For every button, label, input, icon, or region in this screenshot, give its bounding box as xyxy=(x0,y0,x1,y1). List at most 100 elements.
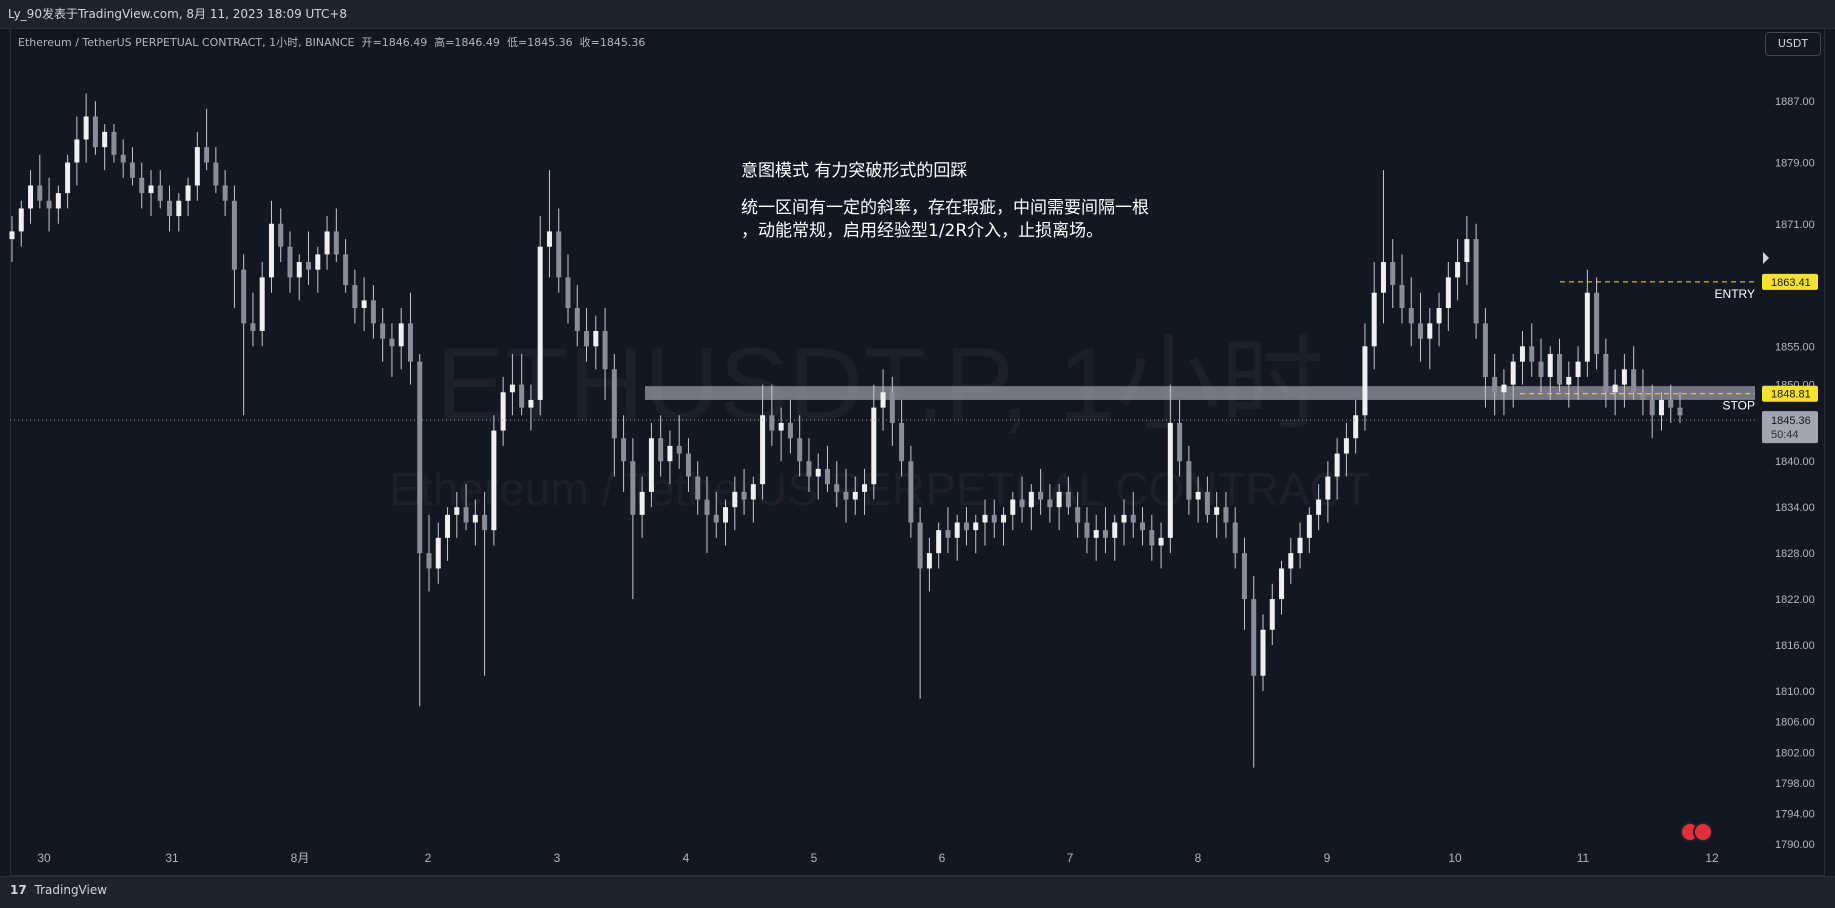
candle-body-180 xyxy=(1677,407,1683,416)
candle-body-127 xyxy=(1186,461,1192,500)
candle-body-160 xyxy=(1492,376,1498,393)
candle-body-90 xyxy=(843,491,849,500)
legend-close: 收=1845.36 xyxy=(579,36,646,49)
candle-body-32 xyxy=(306,262,312,270)
x-tick-label: 8月 xyxy=(291,851,310,865)
candle-body-130 xyxy=(1214,507,1220,515)
candle-body-86 xyxy=(806,461,812,477)
candle-body-29 xyxy=(278,223,284,247)
candle-body-97 xyxy=(908,461,914,523)
candle-body-74 xyxy=(695,476,701,500)
candle-body-114 xyxy=(1065,491,1071,508)
candle-body-47 xyxy=(445,514,451,538)
candle-body-102 xyxy=(954,522,960,538)
candle-body-26 xyxy=(250,323,256,331)
candle-body-44 xyxy=(417,361,423,554)
candle-body-119 xyxy=(1112,522,1118,538)
candle-body-46 xyxy=(435,537,441,569)
candle-body-59 xyxy=(556,231,562,278)
candle-body-169 xyxy=(1575,361,1581,377)
candle-body-81 xyxy=(760,415,766,485)
candle-body-16 xyxy=(157,185,163,201)
candle-body-150 xyxy=(1399,285,1405,309)
candle-body-112 xyxy=(1047,499,1053,508)
candle-body-138 xyxy=(1288,553,1294,569)
candle-body-83 xyxy=(778,422,784,431)
candle-body-31 xyxy=(296,262,302,278)
x-tick-label: 3 xyxy=(554,851,561,865)
candle-body-145 xyxy=(1353,415,1359,439)
y-tick-label: 1794.00 xyxy=(1775,809,1815,821)
candle-body-8 xyxy=(83,116,89,140)
candle-body-19 xyxy=(185,185,191,201)
candle-body-5 xyxy=(55,193,61,209)
stop-price-label-bg xyxy=(1762,385,1818,402)
candle-body-173 xyxy=(1612,384,1618,393)
x-tick-label: 9 xyxy=(1324,851,1331,865)
chart-frame[interactable] xyxy=(10,28,1825,876)
annotation-body: 统一区间有一定的斜率，存在瑕疵，中间需要间隔一根 ，动能常规，启用经验型1/2R… xyxy=(741,198,1149,241)
candle-body-58 xyxy=(546,231,552,247)
candle-body-66 xyxy=(621,438,627,462)
candle-body-4 xyxy=(46,200,52,209)
symbol-legend[interactable]: Ethereum / TetherUS PERPETUAL CONTRACT, … xyxy=(18,34,645,50)
candle-body-164 xyxy=(1529,346,1535,362)
stop-price-label: 1848.81 xyxy=(1771,389,1811,401)
time-axis[interactable]: 30 31 8月 2 3 4 5 6 7 8 9 10 11 12 xyxy=(37,851,1719,865)
candle-body-108 xyxy=(1010,499,1016,515)
candle-body-104 xyxy=(973,522,979,531)
candle-body-123 xyxy=(1149,530,1155,546)
text-annotation[interactable]: 意图模式 有力突破形式的回踩 统一区间有一定的斜率，存在瑕疵，中间需要间隔一根 ，… xyxy=(741,160,1149,243)
candle-body-93 xyxy=(871,407,877,485)
candle-body-9 xyxy=(92,116,98,148)
candle-body-125 xyxy=(1167,422,1173,538)
candle-body-27 xyxy=(259,277,265,331)
candle-body-109 xyxy=(1019,499,1025,508)
candle-body-131 xyxy=(1223,507,1229,523)
candle-body-126 xyxy=(1177,422,1183,462)
candle-body-68 xyxy=(639,491,645,515)
candle-body-52 xyxy=(491,430,497,531)
currency-button[interactable]: USDT xyxy=(1765,32,1821,56)
candle-body-166 xyxy=(1547,353,1553,377)
candle-body-50 xyxy=(472,514,478,523)
candle-body-142 xyxy=(1325,476,1331,500)
candle-body-56 xyxy=(528,399,534,408)
us-flag-icon-2[interactable] xyxy=(1693,822,1713,842)
candle-body-159 xyxy=(1482,323,1488,377)
tradingview-logo-icon: 17 xyxy=(10,883,27,897)
event-flags[interactable] xyxy=(1680,822,1713,842)
x-tick-label: 2 xyxy=(425,851,432,865)
candle-body-134 xyxy=(1251,599,1257,676)
tradingview-brand[interactable]: 17 TradingView xyxy=(10,883,107,897)
candle-body-177 xyxy=(1649,399,1655,416)
candle-body-133 xyxy=(1241,553,1247,600)
candle-body-14 xyxy=(139,177,145,194)
stop-tag: STOP xyxy=(1723,399,1755,413)
candle-body-73 xyxy=(685,453,691,477)
candle-body-84 xyxy=(787,422,793,439)
candle-body-94 xyxy=(880,392,886,408)
candle-body-103 xyxy=(963,522,969,531)
candle-body-106 xyxy=(991,514,997,523)
candle-body-151 xyxy=(1408,308,1414,324)
legend-low: 低=1845.36 xyxy=(506,36,573,49)
candle-body-115 xyxy=(1075,507,1081,523)
candle-body-98 xyxy=(917,522,923,569)
candle-body-154 xyxy=(1436,308,1442,324)
candle-body-113 xyxy=(1056,491,1062,508)
candle-body-171 xyxy=(1594,292,1600,354)
candle-body-176 xyxy=(1640,392,1646,400)
candle-body-78 xyxy=(732,491,738,508)
publisher-info: Ly_90发表于TradingView.com, 8月 11, 2023 18:… xyxy=(8,7,348,21)
candle-body-149 xyxy=(1390,262,1396,286)
candle-body-105 xyxy=(982,514,988,523)
candle-body-178 xyxy=(1658,399,1664,416)
candle-body-175 xyxy=(1631,369,1637,393)
y-tick-label: 1816.00 xyxy=(1775,640,1815,652)
entry-price-label-bg xyxy=(1762,273,1818,290)
price-axis[interactable]: 1887.001879.001871.001863.001855.001850.… xyxy=(1762,96,1818,851)
candle-body-143 xyxy=(1334,453,1340,477)
candle-body-152 xyxy=(1418,323,1424,339)
